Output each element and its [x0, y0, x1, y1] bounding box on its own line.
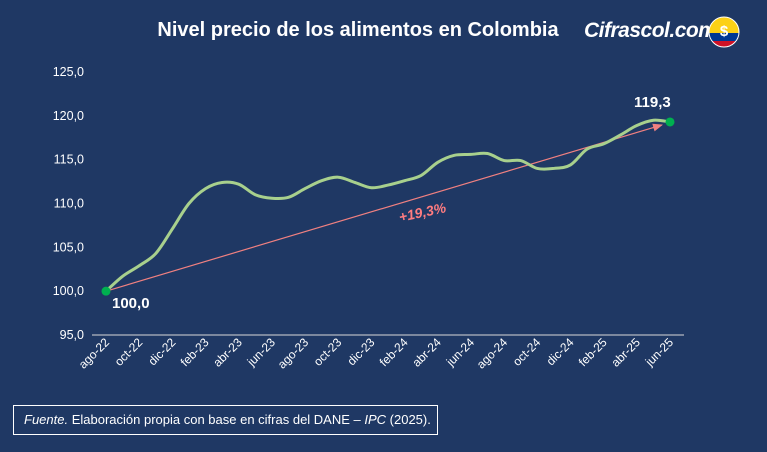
- y-tick-label: 125,0: [53, 65, 84, 79]
- x-tick-label: abr-23: [210, 335, 245, 370]
- y-tick-label: 105,0: [53, 240, 84, 254]
- y-tick-label: 115,0: [54, 153, 84, 167]
- data-labels: 100,0 119,3 +19,3%: [112, 94, 671, 312]
- y-tick-label: 95,0: [60, 328, 84, 342]
- source-year: (2025).: [386, 412, 431, 427]
- dollar-sign-icon: $: [720, 23, 729, 40]
- x-tick-label: oct-22: [112, 335, 146, 369]
- source-text: Elaboración propia con base en cifras de…: [68, 412, 365, 427]
- x-tick-label: dic-23: [345, 335, 378, 368]
- x-tick-label: ago-24: [474, 335, 511, 372]
- y-tick-label: 100,0: [53, 284, 84, 298]
- x-tick-label: jun-24: [443, 335, 477, 369]
- x-tick-label: oct-23: [311, 335, 345, 369]
- chart-title: Nivel precio de los alimentos en Colombi…: [157, 19, 559, 41]
- start-value-label: 100,0: [112, 295, 150, 312]
- y-axis: 95,0 100,0 105,0 110,0 115,0 120,0 125,0: [53, 65, 84, 342]
- trend-line: [105, 123, 663, 292]
- x-tick-label: feb-23: [178, 335, 212, 369]
- colombia-peso-icon: $: [708, 16, 740, 48]
- end-value-label: 119,3: [634, 94, 671, 111]
- start-point: [101, 286, 111, 296]
- ipc-label: IPC: [364, 412, 387, 427]
- y-tick-label: 120,0: [53, 109, 84, 123]
- x-tick-label: oct-24: [510, 335, 544, 369]
- end-point: [665, 117, 675, 127]
- growth-label: +19,3%: [397, 199, 448, 225]
- source-label: Fuente.: [24, 412, 69, 427]
- brand-logo-text: Cifrascol.com: [584, 19, 717, 42]
- x-tick-label: dic-22: [145, 335, 178, 368]
- x-tick-label: dic-24: [544, 335, 577, 368]
- x-tick-label: ago-23: [275, 335, 312, 372]
- x-tick-label: feb-24: [377, 335, 411, 369]
- x-tick-label: abr-24: [409, 335, 444, 370]
- x-tick-label: abr-25: [609, 335, 644, 370]
- x-tick-label: feb-25: [576, 335, 610, 369]
- endpoint-markers: [101, 117, 675, 296]
- source-note: Fuente. Elaboración propia con base en c…: [13, 405, 438, 435]
- food-price-index-line: [104, 118, 672, 293]
- x-tick-label: jun-23: [244, 335, 278, 369]
- y-tick-label: 110,0: [54, 197, 84, 211]
- line-chart: 95,0 100,0 105,0 110,0 115,0 120,0 125,0 ago-2…: [53, 65, 684, 372]
- x-tick-label: jun-25: [642, 335, 676, 369]
- trend-arrow: [105, 123, 663, 292]
- series-line: [104, 118, 672, 293]
